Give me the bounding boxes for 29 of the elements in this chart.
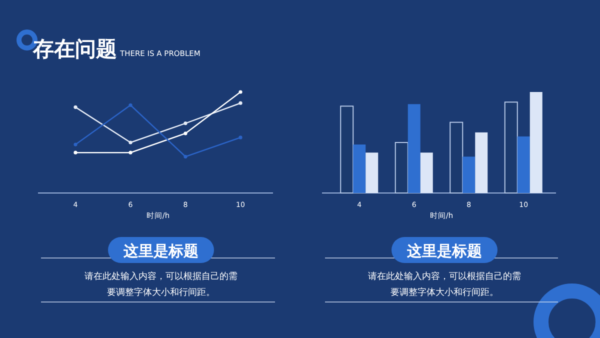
point [128, 140, 132, 144]
bar [517, 136, 530, 193]
text: 存在问题 [32, 36, 117, 61]
point [184, 122, 188, 126]
text: 这里是标题 [122, 242, 198, 260]
bar [530, 92, 542, 193]
point [238, 90, 242, 94]
point [74, 150, 78, 154]
bar [408, 104, 420, 193]
point [128, 150, 132, 154]
point [238, 101, 242, 105]
bar [450, 122, 464, 194]
bar [475, 132, 488, 193]
point [184, 132, 188, 136]
text: 请在此处输入内容，可以根据自己的需要调整字体大小和行间距。 [368, 271, 521, 298]
text: 这里是标题 [406, 242, 482, 260]
point [74, 142, 78, 146]
point [184, 154, 188, 158]
bar [340, 106, 354, 194]
bar [420, 152, 433, 193]
point [74, 105, 78, 109]
point [238, 136, 242, 140]
bar [366, 152, 378, 193]
bar [394, 142, 408, 194]
point [128, 103, 132, 107]
bar [353, 144, 366, 193]
text: 请在此处输入内容，可以根据自己的需要调整字体大小和行间距。 [84, 271, 238, 298]
bar [504, 102, 518, 194]
bar [462, 156, 476, 193]
